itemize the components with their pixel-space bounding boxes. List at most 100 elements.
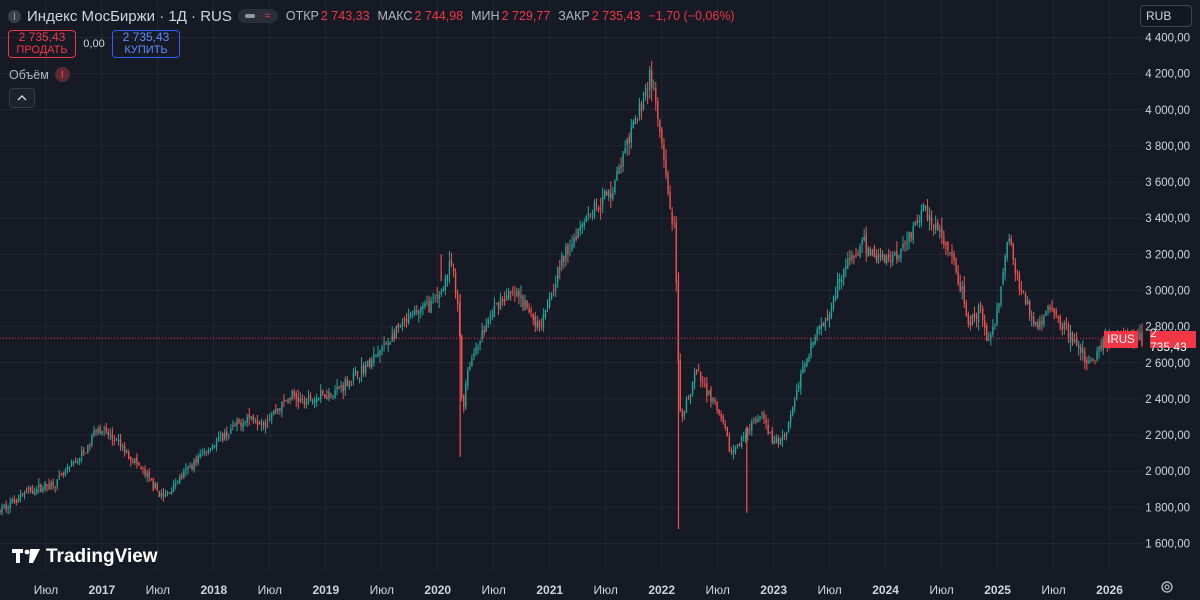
candle-body [31, 490, 34, 494]
candle-body [847, 259, 849, 269]
x-tick-label: Июл [705, 583, 729, 597]
tradingview-logo[interactable]: TradingView [12, 546, 158, 568]
candle-body [732, 450, 735, 454]
candle-body [1102, 338, 1104, 351]
x-tick-label: 2023 [760, 583, 787, 597]
warning-icon[interactable]: ! [54, 67, 70, 82]
x-axis[interactable]: Июл 2017 Июл 2018 Июл 2019 Июл 2020 Июл 2021 Июл 20… [34, 583, 1123, 597]
visibility-toggle[interactable]: ≈ [237, 9, 278, 23]
candle-body [252, 415, 255, 422]
candle-body [1090, 359, 1092, 361]
candle-body [561, 255, 563, 267]
candle-body [377, 353, 379, 358]
candle-body [230, 428, 232, 434]
candle-body [622, 153, 624, 167]
candle-body [313, 399, 316, 404]
candle-body [512, 291, 514, 293]
currency-selector[interactable]: RUB [1140, 5, 1192, 27]
candle-body [941, 227, 943, 237]
candle-body [628, 136, 630, 144]
candle-body [767, 424, 769, 434]
sell-price: 2 735,43 [18, 30, 66, 44]
candle-body [1006, 242, 1008, 259]
candle-body [973, 313, 976, 318]
candle-body [528, 308, 530, 313]
candle-body [34, 492, 36, 495]
symbol-info-icon[interactable] [8, 9, 21, 23]
candle-body [524, 299, 526, 310]
grid-lines [0, 0, 1142, 572]
candle-body [309, 395, 312, 401]
candle-body [834, 295, 837, 300]
candle-body [522, 296, 524, 307]
candle-body [303, 401, 306, 405]
candle-body [164, 494, 167, 497]
candle-body [442, 288, 445, 292]
candle-body [802, 366, 804, 374]
gear-icon[interactable] [1158, 578, 1176, 596]
candle-body [1012, 243, 1014, 260]
candle-body [136, 456, 138, 464]
candle-body [738, 444, 741, 446]
candle-body [840, 279, 843, 282]
sell-button[interactable]: 2 735,43 ПРОДАТЬ [8, 30, 76, 58]
y-tick-label: 2 000,00 [1145, 466, 1190, 478]
candle-body [1077, 344, 1080, 349]
candle-body [632, 122, 635, 129]
y-axis[interactable]: 4 400,00 4 200,00 4 000,00 3 800,00 3 600,00… [1145, 33, 1190, 551]
volume-indicator[interactable]: Объём ! [9, 67, 70, 82]
candle-body [215, 440, 218, 447]
candle-body [93, 430, 95, 437]
candle-body [908, 231, 910, 242]
candle-body [358, 377, 361, 379]
candle-body [383, 342, 385, 346]
candle-body [473, 353, 475, 357]
candle-body [830, 306, 833, 317]
collapse-legend-button[interactable] [9, 88, 35, 108]
candle-body [706, 383, 708, 397]
candle-body [736, 444, 739, 448]
candle-body [291, 391, 293, 399]
candle-body [87, 445, 89, 454]
candle-body [467, 370, 469, 386]
candle-body [385, 343, 387, 345]
candle-body [1094, 360, 1096, 362]
candle-body [581, 224, 583, 228]
candle-body [718, 409, 720, 414]
candle-body [816, 329, 818, 338]
candle-body [747, 428, 749, 436]
candle-body [497, 302, 500, 308]
candle-body [849, 257, 851, 261]
candle-body [74, 461, 77, 464]
candle-body [181, 475, 183, 478]
candle-body [134, 458, 136, 463]
candle-body [755, 419, 757, 422]
symbol-title[interactable]: Индекс МосБиржи · 1Д · RUS [27, 7, 232, 25]
candle-body [160, 492, 163, 497]
candle-body [593, 202, 596, 217]
candle-body [452, 267, 455, 272]
candle-body [234, 424, 236, 427]
x-tick-label: Июл [594, 583, 618, 597]
candle-body [487, 320, 489, 325]
buy-button[interactable]: 2 735,43 КУПИТЬ [112, 30, 180, 58]
candle-body [922, 204, 925, 211]
candle-body [50, 482, 52, 489]
candle-body [636, 117, 639, 120]
candle-body [892, 255, 894, 262]
candle-body [326, 396, 328, 399]
candle-body [961, 287, 963, 291]
candle-body [250, 416, 252, 419]
candle-body [397, 323, 400, 329]
x-tick-label: 2018 [200, 583, 227, 597]
candle-body [479, 341, 481, 345]
candle-body [199, 454, 201, 457]
candle-body [967, 314, 970, 324]
candle-body [965, 302, 968, 316]
candle-body [226, 431, 228, 437]
candle-body [1028, 301, 1031, 316]
candle-body [495, 303, 498, 304]
candle-body [1030, 315, 1033, 319]
candle-body [947, 241, 949, 251]
